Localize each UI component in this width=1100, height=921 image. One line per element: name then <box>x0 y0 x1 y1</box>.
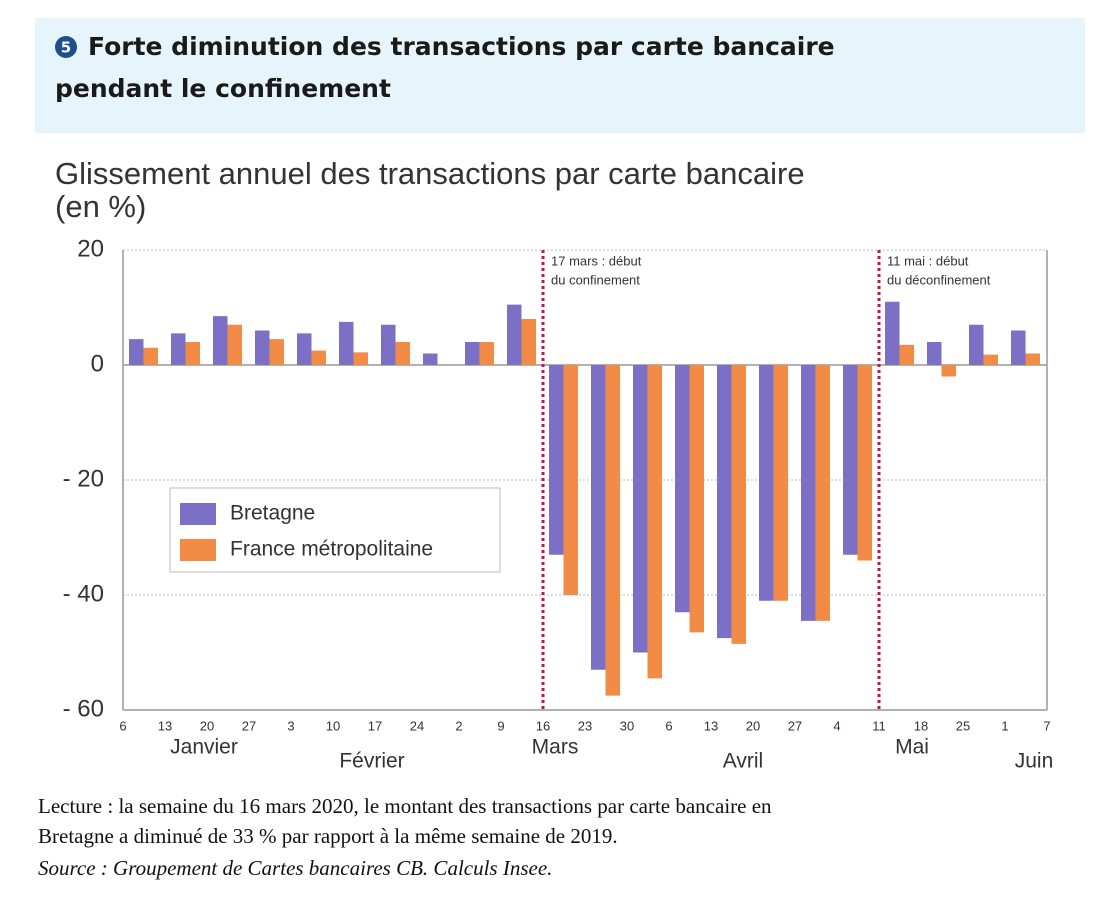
bar <box>297 333 312 365</box>
x-tick-label: 18 <box>914 718 928 733</box>
bar <box>311 350 326 365</box>
bar <box>857 365 872 561</box>
legend-label: Bretagne <box>230 502 315 525</box>
x-tick-label: 6 <box>119 718 126 733</box>
x-tick-label: 27 <box>242 718 256 733</box>
x-tick-label: 27 <box>788 718 802 733</box>
x-tick-label: 1 <box>1001 718 1008 733</box>
x-tick-label: 7 <box>1043 718 1050 733</box>
bar <box>227 324 242 365</box>
bar <box>185 342 200 365</box>
legend-box <box>169 487 501 573</box>
bar <box>381 324 396 365</box>
bar <box>941 365 956 377</box>
month-label: Mai <box>895 736 929 759</box>
bar <box>969 324 984 365</box>
bar <box>689 365 704 633</box>
bar <box>801 365 816 621</box>
bar <box>465 342 480 365</box>
x-tick-label: 17 <box>368 718 382 733</box>
bar <box>563 365 578 595</box>
annotation-line: 17 mars : début <box>551 253 642 268</box>
bar <box>143 347 158 365</box>
header-box <box>35 18 1085 133</box>
title-line: Forte diminution des transactions par ca… <box>88 32 835 61</box>
bar <box>339 321 354 365</box>
y-tick-label: 0 <box>91 350 104 377</box>
x-tick-label: 16 <box>536 718 550 733</box>
bar <box>885 301 900 365</box>
x-tick-label: 20 <box>200 718 214 733</box>
subtitle-line: Glissement annuel des transactions par c… <box>55 156 805 191</box>
bar <box>927 342 942 365</box>
y-tick-label: 20 <box>77 235 104 262</box>
bar <box>983 354 998 365</box>
bar <box>521 319 536 365</box>
legend-label: France métropolitaine <box>230 538 433 561</box>
y-tick-label: - 40 <box>63 580 104 607</box>
month-label: Février <box>339 750 404 773</box>
x-tick-label: 2 <box>455 718 462 733</box>
bar <box>591 365 606 670</box>
annotation-line: 11 mai : début <box>887 253 969 268</box>
bar <box>675 365 690 613</box>
x-tick-label: 13 <box>704 718 718 733</box>
bar <box>479 342 494 365</box>
month-label: Janvier <box>170 736 238 759</box>
bar <box>1025 353 1040 365</box>
x-tick-label: 24 <box>410 718 424 733</box>
legend-swatch <box>180 503 216 525</box>
bar <box>213 316 228 365</box>
title-line: pendant le confinement <box>55 74 391 103</box>
bar <box>129 339 144 365</box>
bar <box>605 365 620 696</box>
y-tick-label: - 20 <box>63 465 104 492</box>
x-tick-label: 25 <box>956 718 970 733</box>
bar <box>843 365 858 555</box>
bar <box>647 365 662 679</box>
y-tick-label: - 60 <box>63 695 104 722</box>
bar <box>395 342 410 365</box>
bar <box>759 365 774 601</box>
bar <box>423 353 438 365</box>
bar <box>717 365 732 639</box>
number-badge <box>55 36 77 58</box>
bar <box>255 330 270 365</box>
month-label: Avril <box>723 750 763 773</box>
x-tick-label: 10 <box>326 718 340 733</box>
source: Source : Groupement de Cartes bancaires … <box>38 856 552 880</box>
x-tick-label: 30 <box>620 718 634 733</box>
bar <box>731 365 746 644</box>
bar <box>633 365 648 653</box>
bar <box>1011 330 1026 365</box>
x-tick-label: 13 <box>158 718 172 733</box>
month-label: Mars <box>532 736 579 759</box>
bar <box>899 344 914 365</box>
bar <box>815 365 830 621</box>
annotation-line: du déconfinement <box>887 272 991 287</box>
bar <box>549 365 564 555</box>
annotation-line: du confinement <box>551 272 640 287</box>
number: 5 <box>61 39 71 57</box>
reading-line: Bretagne a diminué de 33 % par rapport à… <box>38 824 618 848</box>
bar <box>773 365 788 601</box>
bar <box>171 333 186 365</box>
x-tick-label: 11 <box>872 718 886 733</box>
x-tick-label: 4 <box>833 718 840 733</box>
month-label: Juin <box>1015 750 1054 773</box>
bar <box>269 339 284 365</box>
bar <box>507 304 522 365</box>
reading-line: Lecture : la semaine du 16 mars 2020, le… <box>38 794 772 818</box>
x-tick-label: 20 <box>746 718 760 733</box>
x-tick-label: 3 <box>287 718 294 733</box>
x-tick-label: 23 <box>578 718 592 733</box>
x-tick-label: 9 <box>497 718 504 733</box>
bar <box>353 352 368 365</box>
x-tick-label: 6 <box>665 718 672 733</box>
legend-swatch <box>180 539 216 561</box>
subtitle-line: (en %) <box>55 189 146 224</box>
